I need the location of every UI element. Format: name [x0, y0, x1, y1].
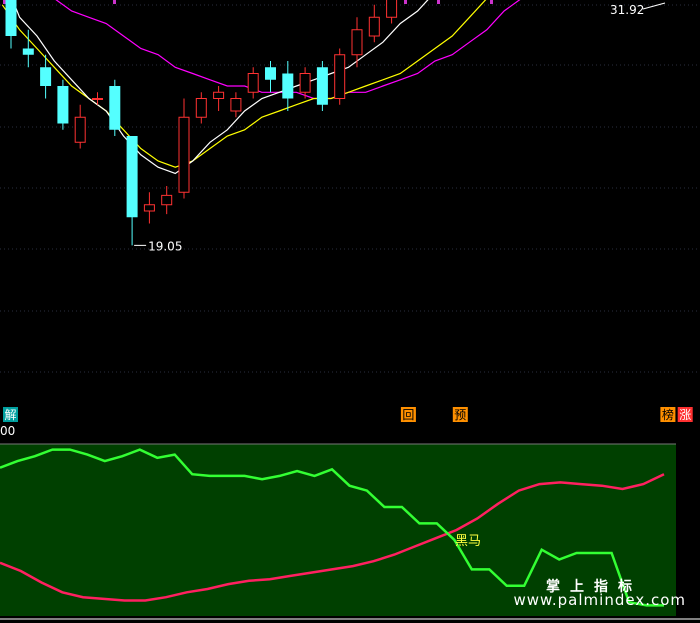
candle-body: [386, 0, 398, 18]
indicator-legend: 00: [0, 424, 15, 438]
candle-body: [126, 136, 138, 218]
candle-body: [40, 67, 52, 86]
candle-body: [265, 67, 276, 80]
signal-badge-text: 回: [402, 408, 414, 422]
ma20-line: [55, 0, 521, 100]
candle-body: [161, 194, 173, 206]
candle-body: [74, 116, 86, 143]
low-price-label: 19.05: [148, 239, 182, 253]
candle-body: [351, 29, 363, 56]
top-marker: [3, 0, 6, 4]
ma10-line: [1, 0, 487, 168]
indicator-signal-label: 黑马: [455, 534, 481, 549]
signal-badge-text: 预: [454, 408, 466, 422]
candle-body: [247, 73, 259, 93]
candle-body: [143, 204, 155, 212]
signal-badge: [452, 407, 468, 422]
candle-body: [109, 86, 121, 130]
candle-body: [282, 73, 294, 99]
candle-body: [57, 86, 69, 124]
indicator-green-line: [0, 448, 664, 607]
candle-body: [316, 67, 328, 105]
signal-badge: [677, 407, 693, 422]
candle-body: [178, 116, 190, 193]
signal-badge: [660, 407, 676, 422]
candle-body: [213, 91, 225, 99]
high-price-label: 31.92: [610, 3, 644, 17]
top-marker: [113, 0, 116, 4]
watermark-url: www.palmindex.com: [513, 591, 686, 609]
ma5-line: [12, 0, 429, 175]
candle-body: [334, 54, 346, 99]
candle-body: [195, 98, 207, 118]
signal-badge-text: 解: [4, 408, 16, 422]
candle-body: [22, 48, 34, 55]
candle-body: [230, 98, 242, 112]
candle-body: [5, 0, 17, 36]
signal-badge: [3, 407, 18, 422]
indicator-panel-bg: [0, 444, 676, 616]
high-marker-line: [642, 2, 666, 10]
signal-badge-text: 榜: [662, 407, 674, 422]
top-marker: [490, 0, 493, 4]
candle-body: [299, 73, 311, 93]
candle-body: [92, 98, 103, 100]
watermark-title: 掌上指标: [546, 579, 642, 595]
signal-badge-text: 涨: [679, 407, 691, 422]
signal-badge: [400, 407, 416, 422]
indicator-red-line: [0, 473, 665, 602]
candle-body: [368, 16, 380, 37]
top-marker: [404, 0, 407, 4]
top-marker: [437, 0, 440, 4]
